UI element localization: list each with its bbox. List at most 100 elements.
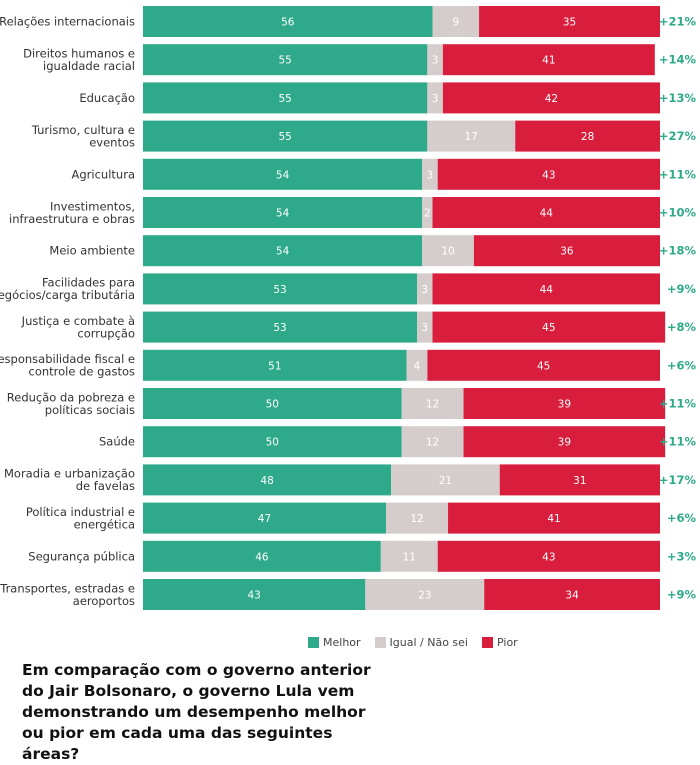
- difference-label: +18%: [659, 244, 697, 258]
- bar-segment-pior: [463, 388, 666, 419]
- bar-segment-pior: [499, 464, 660, 496]
- segment-value-label: 12: [426, 437, 439, 449]
- segment-value-label: 23: [418, 590, 431, 602]
- legend-item-pior: Pior: [482, 636, 518, 649]
- bar-segment-melhor: [143, 235, 423, 267]
- segment-value-label: 10: [441, 246, 454, 258]
- difference-label: +17%: [659, 473, 697, 487]
- segment-value-label: 21: [439, 475, 452, 487]
- bar-segment-melhor: [143, 502, 386, 534]
- bar-segment-pior: [463, 426, 666, 458]
- category-label: Facilidades para negócios/carga tributári…: [0, 276, 135, 303]
- difference-label: +6%: [667, 358, 697, 372]
- category-label: Agricultura: [72, 167, 135, 181]
- category-label: Política industrial e energética: [26, 505, 135, 532]
- category-label: Meio ambiente: [49, 244, 135, 258]
- bar-segment-melhor: [143, 6, 433, 37]
- bar-segment-igual-nao-sei: [427, 44, 443, 76]
- difference-label: +3%: [667, 549, 697, 563]
- segment-value-label: 41: [547, 513, 560, 525]
- bar-segment-pior: [432, 197, 660, 228]
- segment-value-label: 54: [276, 208, 290, 220]
- segment-value-label: 55: [278, 93, 291, 105]
- segment-value-label: 41: [542, 55, 555, 67]
- bar-segment-pior: [448, 502, 660, 534]
- difference-label: +6%: [667, 511, 697, 525]
- segment-value-label: 54: [276, 169, 290, 181]
- category-label: Educação: [79, 91, 135, 105]
- segment-value-label: 39: [558, 399, 571, 411]
- bar-segment-pior: [432, 273, 660, 305]
- chart-caption: Em comparação com o governo anterior do …: [22, 661, 371, 763]
- bar-segment-melhor: [143, 273, 418, 305]
- bar-segment-igual-nao-sei: [422, 197, 433, 228]
- difference-label: +21%: [659, 15, 697, 29]
- legend-swatch-igual: [374, 637, 386, 648]
- difference-label: +9%: [667, 588, 697, 602]
- segment-value-label: 3: [432, 93, 439, 105]
- segment-value-label: 48: [260, 475, 273, 487]
- segment-value-label: 3: [432, 55, 439, 67]
- difference-label: +9%: [667, 282, 697, 296]
- segment-value-label: 11: [403, 551, 416, 563]
- segment-value-label: 9: [452, 17, 459, 29]
- bar-segment-igual-nao-sei: [391, 464, 500, 496]
- legend-swatch-melhor: [308, 637, 319, 648]
- bar-segment-igual-nao-sei: [427, 120, 516, 152]
- segment-value-label: 31: [573, 475, 586, 487]
- segment-value-label: 43: [542, 551, 555, 563]
- legend-label-melhor: Melhor: [323, 636, 361, 649]
- bar-segment-melhor: [143, 464, 392, 496]
- segment-value-label: 36: [560, 246, 574, 258]
- bar-segment-pior: [442, 44, 655, 76]
- bar-segment-pior: [479, 6, 660, 37]
- segment-value-label: 42: [545, 93, 558, 105]
- category-label: Responsabilidade fiscal e controle de gas…: [0, 352, 135, 379]
- segment-value-label: 46: [255, 551, 269, 563]
- chart-legend: Melhor Igual / Não sei Pior: [308, 636, 518, 649]
- bar-segment-pior: [442, 82, 660, 114]
- category-label: Transportes, estradas e aeroportos: [0, 581, 135, 608]
- segment-value-label: 3: [421, 284, 428, 296]
- category-label: Moradia e urbanização de favelas: [4, 467, 135, 494]
- segment-value-label: 53: [273, 322, 286, 334]
- difference-label: +8%: [667, 320, 697, 334]
- segment-value-label: 47: [258, 513, 271, 525]
- bar-segment-igual-nao-sei: [417, 311, 433, 343]
- bar-segment-melhor: [143, 540, 381, 572]
- segment-value-label: 28: [581, 131, 594, 143]
- category-label: Investimentos, infraestrutura e obras: [9, 199, 135, 226]
- legend-label-pior: Pior: [497, 636, 518, 649]
- segment-value-label: 39: [558, 437, 571, 449]
- bar-segment-igual-nao-sei: [432, 6, 480, 37]
- difference-label: +27%: [659, 129, 697, 143]
- segment-value-label: 45: [542, 322, 555, 334]
- difference-label: +13%: [659, 91, 697, 105]
- legend-item-melhor: Melhor: [308, 636, 361, 649]
- segment-value-label: 43: [542, 169, 555, 181]
- bar-segment-melhor: [143, 579, 366, 610]
- bar-segment-igual-nao-sei: [422, 158, 438, 190]
- bar-segment-igual-nao-sei: [365, 579, 485, 610]
- bar-segment-melhor: [143, 311, 418, 343]
- difference-label: +11%: [659, 397, 697, 411]
- segment-value-label: 50: [266, 437, 279, 449]
- segment-value-label: 56: [281, 17, 295, 29]
- bar-segment-igual-nao-sei: [427, 82, 443, 114]
- legend-label-igual: Igual / Não sei: [389, 636, 468, 649]
- segment-value-label: 17: [465, 131, 478, 143]
- difference-label: +10%: [659, 206, 697, 220]
- segment-value-label: 50: [266, 399, 279, 411]
- category-label: Segurança pública: [28, 549, 135, 563]
- bar-segment-pior: [437, 158, 660, 190]
- bar-segment-igual-nao-sei: [380, 540, 438, 572]
- segment-value-label: 12: [426, 399, 439, 411]
- bar-segment-igual-nao-sei: [417, 273, 433, 305]
- segment-value-label: 51: [268, 360, 281, 372]
- bar-segment-melhor: [143, 44, 428, 76]
- segment-value-label: 4: [414, 360, 421, 372]
- category-label: Relações internacionais: [0, 15, 135, 29]
- bar-segment-melhor: [143, 82, 428, 114]
- bar-segment-pior: [484, 579, 660, 610]
- segment-value-label: 35: [563, 17, 576, 29]
